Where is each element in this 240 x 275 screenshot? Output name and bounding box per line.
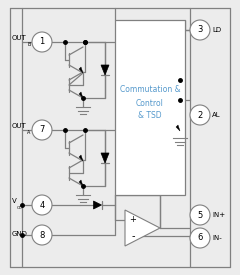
Polygon shape [101, 153, 109, 163]
Text: B: B [27, 42, 30, 47]
Circle shape [32, 225, 52, 245]
Text: & TSD: & TSD [138, 111, 162, 120]
Polygon shape [176, 125, 180, 131]
Polygon shape [79, 155, 83, 161]
Text: GND: GND [12, 231, 28, 237]
Text: -: - [131, 231, 135, 241]
Text: 6: 6 [197, 233, 203, 243]
Text: V: V [12, 198, 17, 204]
Circle shape [190, 228, 210, 248]
Polygon shape [94, 201, 102, 209]
Circle shape [190, 205, 210, 225]
Text: LD: LD [212, 27, 221, 33]
Text: OUT: OUT [12, 35, 27, 41]
Text: 8: 8 [39, 230, 45, 240]
Polygon shape [101, 65, 109, 75]
Text: Control: Control [136, 98, 164, 108]
Polygon shape [125, 210, 160, 246]
Circle shape [32, 120, 52, 140]
Text: IN-: IN- [212, 235, 222, 241]
Bar [115, 20, 185, 195]
Text: OUT: OUT [12, 123, 27, 129]
Text: AL: AL [212, 112, 221, 118]
Text: 2: 2 [197, 111, 203, 120]
Circle shape [190, 105, 210, 125]
Text: 3: 3 [197, 26, 203, 34]
Circle shape [32, 195, 52, 215]
Text: 4: 4 [39, 200, 45, 210]
Text: A: A [27, 130, 30, 135]
Polygon shape [79, 92, 83, 98]
Text: Commutation &: Commutation & [120, 86, 180, 95]
Text: +: + [130, 216, 136, 224]
Text: 1: 1 [39, 37, 45, 46]
Text: IN+: IN+ [212, 212, 225, 218]
Polygon shape [79, 67, 83, 73]
Text: CC: CC [17, 206, 23, 210]
Text: 5: 5 [197, 210, 203, 219]
Polygon shape [79, 180, 83, 186]
Circle shape [32, 32, 52, 52]
Circle shape [190, 20, 210, 40]
Text: 7: 7 [39, 125, 45, 134]
